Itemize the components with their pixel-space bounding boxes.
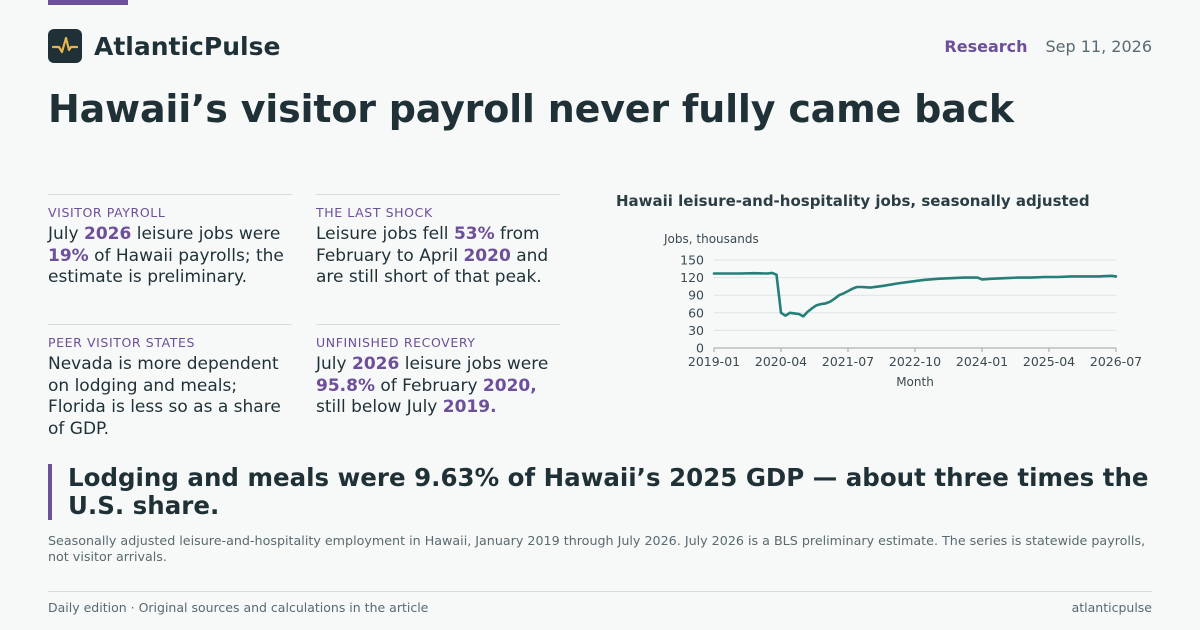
card-body: July 2026 leisure jobs were 19% of Hawai… (48, 224, 284, 287)
stat-card-last-shock: THE LAST SHOCK Leisure jobs fell 53% fro… (316, 194, 560, 289)
x-tick-label: 2024-01 (956, 354, 1008, 369)
brand-name: AtlanticPulse (94, 31, 281, 61)
y-tick-label: 150 (680, 253, 704, 268)
y-tick-label: 120 (680, 270, 704, 285)
headline: Hawaii’s visitor payroll never fully cam… (48, 87, 1014, 131)
footer-edition: Daily edition · Original sources and cal… (48, 600, 429, 615)
chart-title: Hawaii leisure-and-hospitality jobs, sea… (616, 192, 1090, 210)
x-axis-label: Month (896, 375, 934, 389)
stat-card-visitor-payroll: VISITOR PAYROLL July 2026 leisure jobs w… (48, 194, 292, 289)
highlight-value: 95.8% (316, 375, 375, 396)
takeaway: Lodging and meals were 9.63% of Hawaii’s… (48, 464, 1168, 520)
y-axis-label: Jobs, thousands (663, 232, 759, 246)
highlight-value: 2019. (442, 397, 497, 417)
x-tick-label: 2022-10 (889, 354, 941, 369)
series-line (712, 271, 1118, 318)
card-label: VISITOR PAYROLL (48, 205, 166, 220)
card-body: July 2026 leisure jobs were 95.8% of Feb… (316, 354, 549, 417)
x-tick-label: 2019-01 (688, 354, 740, 369)
chart-note: Seasonally adjusted leisure-and-hospital… (48, 533, 1146, 564)
pulse-icon (48, 29, 82, 63)
highlight-value: 2026 (83, 224, 132, 244)
stat-card-peer-states: PEER VISITOR STATES Nevada is more depen… (48, 324, 292, 440)
takeaway-text: Lodging and meals were 9.63% of Hawaii’s… (68, 463, 1149, 520)
publish-date: Sep 11, 2026 (1045, 37, 1153, 56)
x-tick-label: 2021-07 (822, 354, 874, 369)
card-label: UNFINISHED RECOVERY (316, 335, 476, 350)
footer-site[interactable]: atlanticpulse (1071, 600, 1152, 615)
y-tick-label: 60 (688, 305, 704, 320)
y-tick-label: 30 (688, 323, 704, 338)
highlight-value: 53% (453, 224, 495, 244)
card-body: Nevada is more dependent on lodging and … (48, 354, 281, 439)
stat-card-unfinished-recovery: UNFINISHED RECOVERY July 2026 leisure jo… (316, 324, 560, 419)
card-label: THE LAST SHOCK (316, 205, 433, 220)
accent-bar (48, 0, 128, 5)
article-meta: Research Sep 11, 2026 (944, 37, 1152, 56)
highlight-value: 2026 (351, 354, 400, 374)
footer: Daily edition · Original sources and cal… (48, 591, 1152, 615)
x-tick-label: 2020-04 (755, 354, 807, 369)
highlight-value: 2020 (463, 245, 511, 266)
brand[interactable]: AtlanticPulse (48, 29, 280, 63)
x-tick-label: 2025-04 (1023, 354, 1075, 369)
x-tick-label: 2026-07 (1090, 354, 1142, 369)
card-body: Leisure jobs fell 53% from February to A… (316, 224, 549, 287)
y-tick-label: 90 (688, 288, 704, 303)
card-label: PEER VISITOR STATES (48, 335, 196, 350)
highlight-value: 2020, (482, 375, 537, 396)
y-tick-label: 0 (696, 341, 704, 356)
line-chart: Jobs, thousands 0 30 60 90 120 150 2019-01 2020-… (663, 232, 1142, 389)
section-link[interactable]: Research (944, 37, 1028, 56)
highlight-value: 19% (48, 245, 89, 266)
